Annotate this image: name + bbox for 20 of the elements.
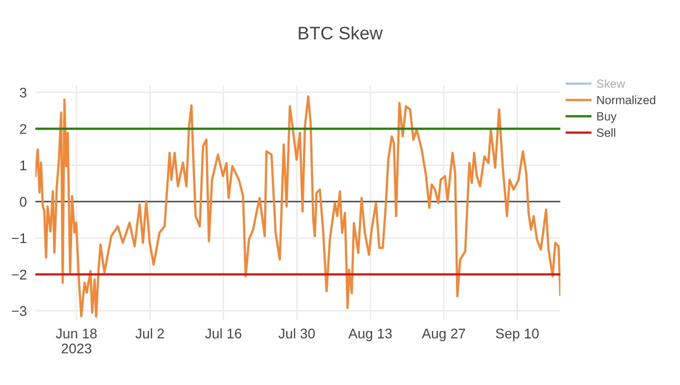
- x-tick-label: Aug 13: [348, 328, 392, 342]
- y-tick-label: −3: [12, 306, 26, 316]
- x-tick-label: Aug 27: [422, 328, 466, 342]
- chart-title: BTC Skew: [298, 26, 383, 40]
- y-tick-label: −1: [12, 233, 26, 244]
- y-tick-label: 0: [20, 196, 26, 207]
- line-series: [35, 95, 560, 318]
- x-tick-label: Jun 18 2023: [56, 328, 97, 354]
- legend-label: Skew: [596, 79, 626, 88]
- x-tick-label: Jul 2: [135, 328, 164, 338]
- y-tick-label: 2: [20, 124, 26, 134]
- y-tick-label: −2: [12, 270, 26, 280]
- legend-label: Buy: [597, 112, 617, 123]
- legend-label: Normalized: [597, 96, 656, 104]
- x-tick-label: Jul 16: [205, 328, 242, 338]
- legend-label: Sell: [596, 128, 616, 137]
- x-tick-label: Sep 10: [496, 328, 539, 342]
- y-tick-label: 1: [20, 160, 26, 170]
- x-tick-label: Jul 30: [278, 328, 315, 338]
- y-tick-label: 3: [20, 88, 26, 98]
